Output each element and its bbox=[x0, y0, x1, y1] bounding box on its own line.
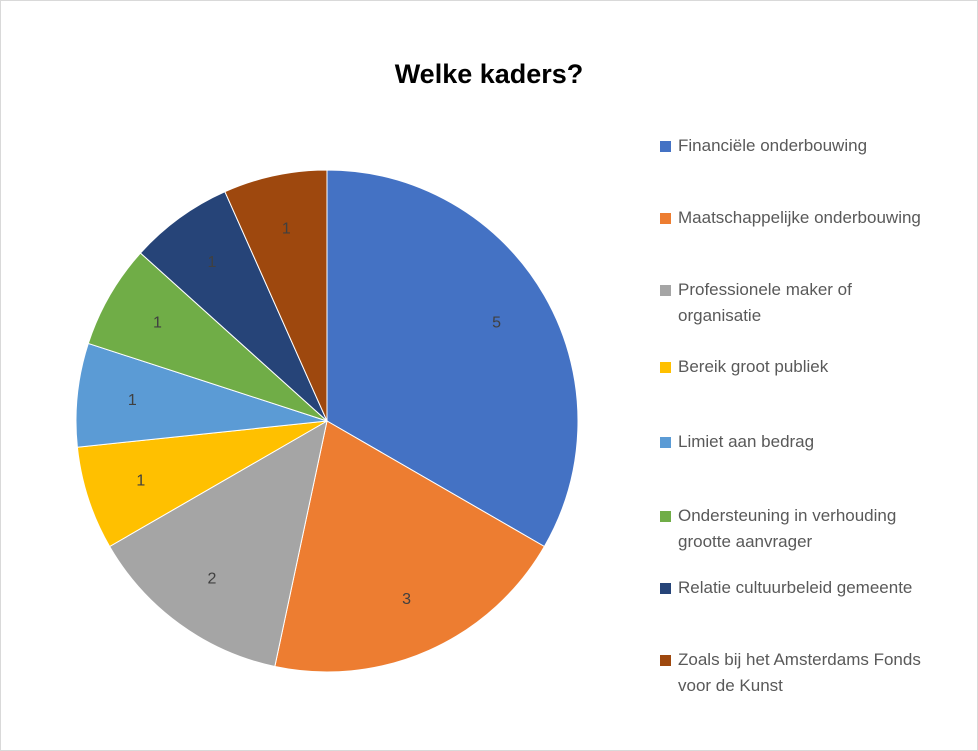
pie-slice bbox=[326, 169, 579, 548]
legend-swatch bbox=[660, 511, 671, 522]
legend-label: Bereik groot publiek bbox=[678, 357, 829, 376]
legend-label: Professionele maker of organisatie bbox=[678, 280, 852, 325]
legend-swatch bbox=[660, 141, 671, 152]
legend-swatch bbox=[660, 285, 671, 296]
data-label: 2 bbox=[207, 571, 216, 588]
legend-label: Maatschappelijke onderbouwing bbox=[678, 208, 921, 227]
legend-item: Relatie cultuurbeleid gemeente bbox=[660, 575, 928, 601]
legend-label: Relatie cultuurbeleid gemeente bbox=[678, 578, 913, 597]
legend-label: Zoals bij het Amsterdams Fonds voor de K… bbox=[678, 650, 921, 695]
legend-swatch bbox=[660, 213, 671, 224]
legend-swatch bbox=[660, 655, 671, 666]
legend-item: Financiële onderbouwing bbox=[660, 133, 928, 159]
legend-item: Zoals bij het Amsterdams Fonds voor de K… bbox=[660, 647, 928, 699]
legend-item: Limiet aan bedrag bbox=[660, 429, 928, 455]
legend-label: Financiële onderbouwing bbox=[678, 136, 868, 155]
data-label: 1 bbox=[207, 254, 216, 271]
legend-label: Limiet aan bedrag bbox=[678, 432, 815, 451]
data-label: 3 bbox=[402, 591, 411, 608]
data-label: 1 bbox=[136, 473, 145, 490]
chart-title: Welke kaders? bbox=[395, 59, 584, 89]
legend-swatch bbox=[660, 583, 671, 594]
legend-item: Professionele maker of organisatie bbox=[660, 277, 928, 329]
pie-slice bbox=[274, 420, 546, 673]
data-label: 1 bbox=[282, 221, 291, 238]
data-label: 1 bbox=[153, 314, 162, 331]
data-label: 1 bbox=[128, 392, 137, 409]
data-label: 5 bbox=[492, 314, 501, 331]
pie-slice bbox=[224, 169, 328, 422]
legend-label: Ondersteuning in verhouding grootte aanv… bbox=[678, 506, 897, 551]
legend-item: Maatschappelijke onderbouwing bbox=[660, 205, 928, 231]
legend-swatch bbox=[660, 362, 671, 373]
legend-item: Bereik groot publiek bbox=[660, 354, 928, 380]
legend-item: Ondersteuning in verhouding grootte aanv… bbox=[660, 503, 928, 555]
legend-swatch bbox=[660, 437, 671, 448]
pie-slice bbox=[108, 420, 328, 668]
